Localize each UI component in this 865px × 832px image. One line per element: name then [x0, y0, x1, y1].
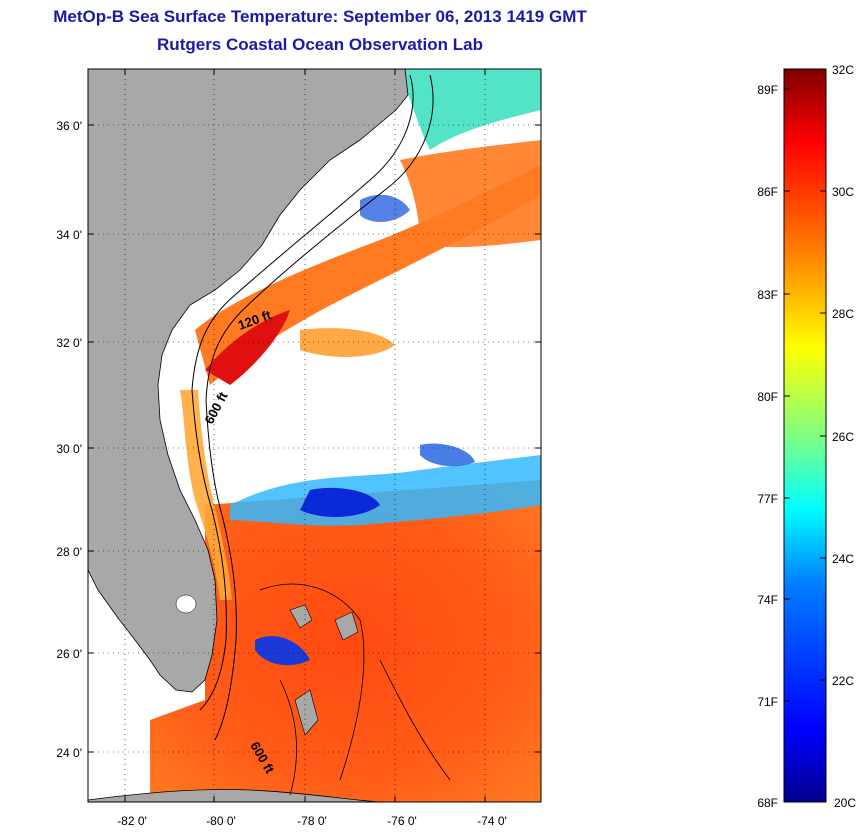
map-border	[87, 68, 542, 803]
lat-label: 36 0'	[56, 119, 82, 133]
colorbar-f-label: 86F	[757, 185, 778, 199]
cool-patch-east	[420, 443, 475, 467]
map-title: MetOp-B Sea Surface Temperature: Septemb…	[53, 7, 587, 26]
graticule	[88, 69, 541, 802]
lon-label: -82 0'	[117, 814, 147, 828]
colorbar-c-label: 32C	[832, 63, 854, 77]
map-subtitle: Rutgers Coastal Ocean Observation Lab	[157, 35, 483, 54]
colorbar-f-label: 71F	[757, 695, 778, 709]
warm-ocean-south	[150, 480, 541, 802]
lat-label: 24 0'	[56, 746, 82, 760]
contour-bahamas	[259, 583, 451, 796]
island-andros	[294, 689, 319, 736]
cold-patch-bahamas	[255, 636, 310, 666]
colorbar-ticks	[784, 88, 826, 702]
lat-label: 28 0'	[56, 545, 82, 559]
lon-ticks	[124, 69, 486, 802]
colorbar-f-label: 89F	[757, 83, 778, 97]
cold-patch	[300, 487, 380, 517]
contour-600ft	[205, 74, 434, 741]
warm-patch-mid	[300, 328, 395, 357]
florida-shelf-water	[180, 390, 232, 600]
lat-label: 30 0'	[56, 442, 82, 456]
map-area: 120 ft 600 ft 600 ft	[88, 69, 541, 802]
lat-ticks	[88, 124, 541, 753]
land-cuba	[88, 789, 381, 802]
colorbar	[783, 68, 827, 803]
lon-labels: -82 0' -80 0' -78 0' -76 0' -74 0'	[117, 814, 507, 828]
lat-labels: 36 0' 34 0' 32 0' 30 0' 28 0' 26 0' 24 0…	[56, 119, 82, 760]
lon-label: -80 0'	[206, 814, 236, 828]
colorbar-f-label: 74F	[757, 593, 778, 607]
colorbar-f-label: 68F	[757, 796, 778, 810]
land-southeast-us	[88, 69, 409, 693]
colorbar-c-label: 20C	[834, 796, 856, 810]
lon-label: -76 0'	[387, 814, 417, 828]
lon-label: -78 0'	[297, 814, 327, 828]
lat-label: 26 0'	[56, 647, 82, 661]
colorbar-c-label: 30C	[832, 185, 854, 199]
colorbar-c-label: 28C	[832, 307, 854, 321]
island-abaco	[334, 611, 359, 641]
contour-120ft	[191, 74, 414, 711]
colorbar-f-label: 77F	[757, 492, 778, 506]
lat-label: 32 0'	[56, 336, 82, 350]
lon-label: -74 0'	[477, 814, 507, 828]
lat-label: 34 0'	[56, 228, 82, 242]
colorbar-c-label: 22C	[832, 674, 854, 688]
colorbar-fahrenheit-labels: 89F 86F 83F 80F 77F 74F 71F 68F	[757, 83, 778, 810]
colorbar-c-label: 24C	[832, 552, 854, 566]
colorbar-f-label: 83F	[757, 288, 778, 302]
warm-patch-northeast	[400, 140, 541, 248]
island-grand-bahama	[289, 604, 313, 629]
lake-okeechobee	[175, 594, 197, 614]
shelf-water-north	[400, 69, 541, 150]
cool-patch-north	[360, 194, 410, 222]
colorbar-c-label: 26C	[832, 430, 854, 444]
colorbar-f-label: 80F	[757, 390, 778, 404]
colorbar-celsius-labels: 32C 30C 28C 26C 24C 22C 20C	[832, 63, 856, 810]
gulf-stream-core	[205, 310, 290, 385]
